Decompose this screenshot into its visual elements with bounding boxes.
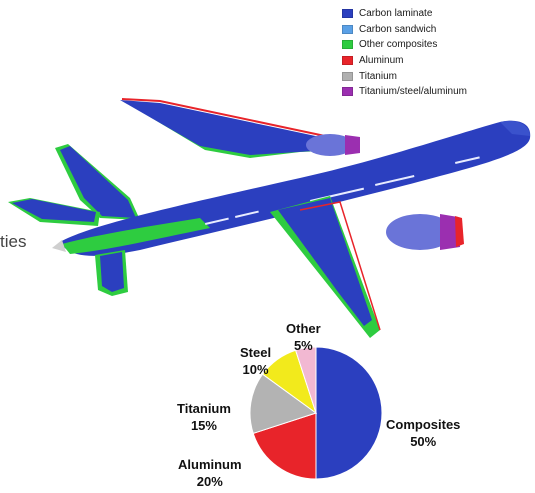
pie-slice-composites [315,346,383,480]
legend-label: Titanium [359,70,397,82]
pie-slice-other [294,346,317,414]
vertical-tail [55,144,140,220]
legend-item: Other composites [342,37,467,53]
materials-legend: Carbon laminate Carbon sandwich Other comp… [342,6,467,100]
legend-swatch [342,24,353,34]
pie-label-composites: Composites 50% [386,417,461,449]
near-engine [386,214,464,250]
legend-label: Other composites [359,39,438,51]
material-pie-chart [249,346,383,480]
pie-label-other: Other 5% [286,321,321,353]
legend-label: Carbon sandwich [359,23,437,35]
legend-item: Titanium [342,68,467,84]
legend-label: Carbon laminate [359,8,433,20]
far-wing [120,98,348,158]
cropped-side-text: ties [0,232,27,251]
pie-label-steel: Steel 10% [240,345,272,377]
pie-label-aluminum: Aluminum 20% [178,457,242,489]
legend-swatch [342,71,353,81]
legend-label: Aluminum [359,55,404,67]
pie-label-titanium: Titanium 15% [177,401,231,433]
pie-slice-aluminum [252,412,317,480]
legend-item: Titanium/steel/aluminum [342,84,467,100]
legend-swatch [342,9,353,19]
legend-swatch [342,40,353,50]
legend-item: Aluminum [342,53,467,69]
upper-stabilizer [8,198,100,226]
lower-stabilizer [95,250,128,296]
near-wing [270,196,381,338]
fuselage [52,120,531,256]
legend-label: Titanium/steel/aluminum [359,86,468,98]
pie-slice-titanium [249,373,318,435]
legend-item: Carbon laminate [342,6,467,22]
legend-swatch [342,56,353,66]
far-engine [306,134,360,156]
legend-item: Carbon sandwich [342,22,467,38]
legend-swatch [342,87,353,97]
